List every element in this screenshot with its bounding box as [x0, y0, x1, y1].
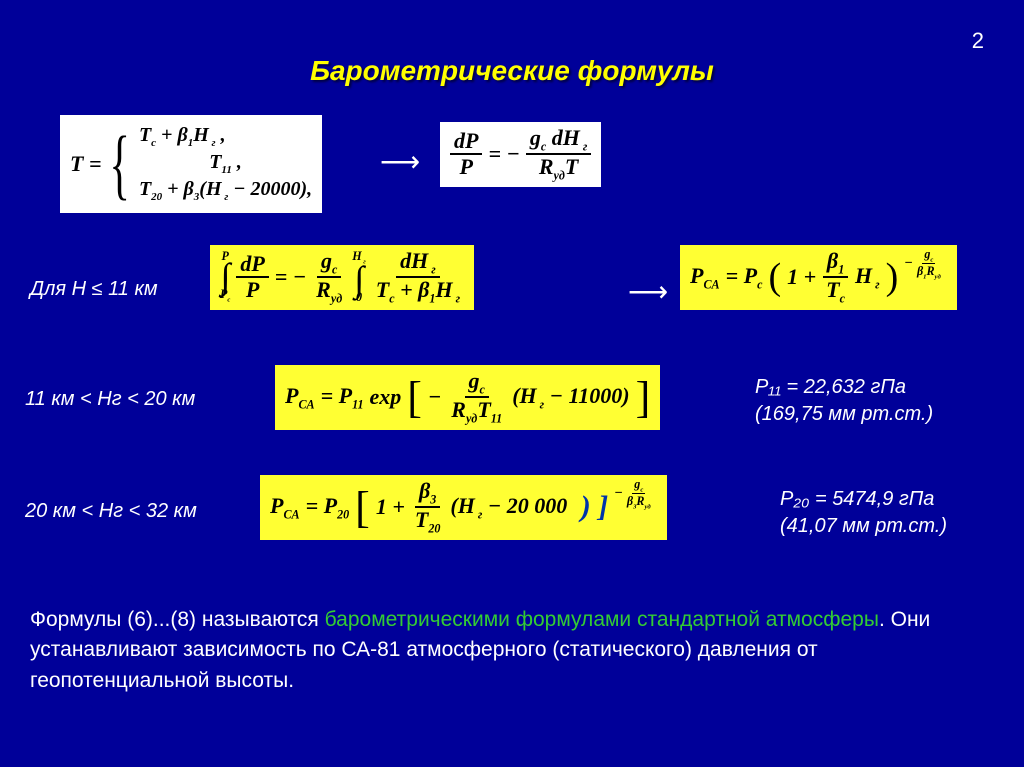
slide-number: 2	[972, 28, 984, 54]
arrow-icon: ⟶	[380, 145, 420, 178]
footer-green: барометрическими формулами стандартной а…	[325, 608, 879, 631]
formula-dP: dP P = − gc dH г RудT	[440, 122, 601, 187]
formula-pca3: PCA = P20 [ 1 + β3 T20 (H г − 20 000 ) ]…	[260, 475, 667, 540]
label-h11: Для H ≤ 11 км	[30, 278, 158, 301]
formula-T-piecewise: T = { Tc + β1H г , T11 , T20 + β3(H г − …	[60, 115, 322, 213]
formula-integral: P ∫ Pc dP P = − gc Rуд H г ∫ 0 dH г Tc +…	[210, 245, 474, 310]
arrow-icon: ⟶	[628, 275, 668, 308]
footer-part1: Формулы (6)...(8) называются	[30, 608, 325, 631]
label-h20: 11 км < Hг < 20 км	[25, 388, 195, 411]
formula-pca2: PCA = P11 exp [ − gc RудT11 (H г − 11000…	[275, 365, 660, 430]
page-title: Барометрические формулы	[0, 55, 1024, 87]
piecewise-stack: Tc + β1H г , T11 , T20 + β3(H г − 20000)…	[139, 124, 312, 203]
note-p11: P₁₁ = 22,632 гПа (169,75 мм рт.ст.)	[755, 374, 933, 428]
formula-pca1: PCA = Pc ( 1 + β1 Tc H г ) − gc β1Rуд	[680, 245, 957, 310]
lhs: T =	[70, 152, 101, 176]
brace-icon: {	[110, 121, 131, 207]
label-h32: 20 км < Hг < 32 км	[25, 500, 197, 523]
footer-text: Формулы (6)...(8) называются барометриче…	[30, 605, 960, 696]
note-p20: P₂₀ = 5474,9 гПа (41,07 мм рт.ст.)	[780, 486, 947, 540]
